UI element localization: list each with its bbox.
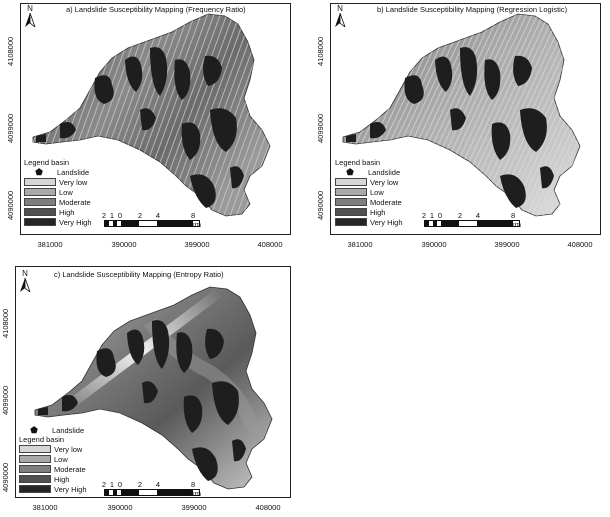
north-arrow: N: [24, 5, 36, 29]
basin-map: [32, 13, 271, 217]
landslide-clusters: [38, 320, 246, 481]
y-tick-label: 4090000: [316, 190, 325, 220]
landslide-marker-icon: ⬟: [30, 424, 38, 435]
legend-swatch: [335, 188, 367, 196]
legend-class: High: [335, 207, 403, 217]
legend-swatch: [335, 198, 367, 206]
north-arrow-icon: [20, 277, 31, 294]
y-tick-label: 4090000: [1, 462, 10, 492]
north-label: N: [27, 4, 33, 13]
y-tick-label: 4108000: [316, 36, 325, 66]
legend-landslide: ⬟ Landslide: [335, 167, 403, 177]
map-legend: Legend basin ⬟ Landslide Very low Low Mod…: [335, 158, 403, 227]
legend-swatch: [19, 455, 51, 463]
x-tick-label: 381000: [37, 240, 63, 249]
legend-swatch: [24, 178, 56, 186]
north-label: N: [337, 4, 343, 13]
y-tick-label: 4108000: [1, 308, 10, 338]
legend-swatch: [24, 188, 56, 196]
legend-landslide: ⬟ Landslide: [19, 425, 87, 435]
legend-class: Very High: [24, 217, 92, 227]
landslide-marker-icon: ⬟: [35, 166, 43, 177]
y-tick-label: 4099000: [6, 113, 15, 143]
scale-bar: 2 1 0 2 4 8 km: [101, 480, 201, 498]
legend-swatch: [19, 475, 51, 483]
x-tick-label: 399000: [181, 503, 207, 512]
x-tick-label: 381000: [32, 503, 58, 512]
legend-swatch: [24, 218, 56, 226]
legend-class: Moderate: [19, 464, 87, 474]
x-tick-label: 390000: [421, 240, 447, 249]
legend-class: Very low: [335, 177, 403, 187]
legend-class: Low: [335, 187, 403, 197]
landslide-clusters: [36, 47, 244, 208]
legend-title: Legend basin: [335, 158, 381, 167]
legend-class: Very low: [24, 177, 92, 187]
legend-class: Low: [24, 187, 92, 197]
panel-c: c) Landslide Susceptibility Mapping (Ent…: [0, 262, 305, 517]
map-title: b) Landslide Susceptibility Mapping (Reg…: [377, 5, 568, 14]
legend-swatch: [19, 465, 51, 473]
y-tick-label: 4099000: [1, 385, 10, 415]
legend-title: Legend basin: [24, 158, 70, 167]
legend-swatch: [19, 445, 51, 453]
map-legend: Legend basin ⬟ Landslide Very low Low Mod…: [24, 158, 92, 227]
scale-bar: 2 1 0 2 4 8 km: [101, 211, 201, 229]
legend-class: High: [19, 474, 87, 484]
panel-b: b) Landslide Susceptibility Mapping (Reg…: [305, 0, 610, 262]
scale-bar: 2 1 0 2 4 8 km: [421, 211, 521, 229]
legend-swatch: [24, 208, 56, 216]
legend-class: High: [24, 207, 92, 217]
legend-class: Moderate: [24, 197, 92, 207]
map-legend: ⬟ Landslide Legend basin Very low Low Mod…: [19, 425, 87, 494]
landslide-clusters: [346, 47, 554, 208]
y-tick-label: 4099000: [316, 113, 325, 143]
north-arrow: N: [334, 5, 346, 29]
panel-a: a) Landslide Susceptibility Mapping (Fre…: [0, 0, 305, 262]
legend-swatch: [335, 178, 367, 186]
north-label: N: [22, 269, 28, 278]
x-tick-label: 390000: [107, 503, 133, 512]
x-tick-label: 408000: [257, 240, 283, 249]
basin-map: [342, 13, 581, 217]
basin-map: [34, 286, 273, 490]
legend-class: Very High: [19, 484, 87, 494]
legend-swatch: [24, 198, 56, 206]
legend-landslide: ⬟ Landslide: [24, 167, 92, 177]
legend-swatch: [335, 218, 367, 226]
x-tick-label: 408000: [255, 503, 281, 512]
legend-class: Very High: [335, 217, 403, 227]
x-tick-label: 399000: [494, 240, 520, 249]
legend-swatch: [335, 208, 367, 216]
map-title: c) Landslide Susceptibility Mapping (Ent…: [54, 270, 224, 279]
north-arrow-icon: [25, 12, 36, 29]
north-arrow-icon: [335, 12, 346, 29]
y-tick-label: 4090000: [6, 190, 15, 220]
x-tick-label: 390000: [111, 240, 137, 249]
legend-swatch: [19, 485, 51, 493]
legend-class: Very low: [19, 444, 87, 454]
x-tick-label: 399000: [184, 240, 210, 249]
legend-class: Low: [19, 454, 87, 464]
landslide-marker-icon: ⬟: [346, 166, 354, 177]
x-tick-label: 408000: [567, 240, 593, 249]
x-tick-label: 381000: [347, 240, 373, 249]
north-arrow: N: [19, 270, 31, 294]
legend-title: Legend basin: [19, 435, 65, 444]
y-tick-label: 4108000: [6, 36, 15, 66]
map-title: a) Landslide Susceptibility Mapping (Fre…: [66, 5, 246, 14]
legend-class: Moderate: [335, 197, 403, 207]
